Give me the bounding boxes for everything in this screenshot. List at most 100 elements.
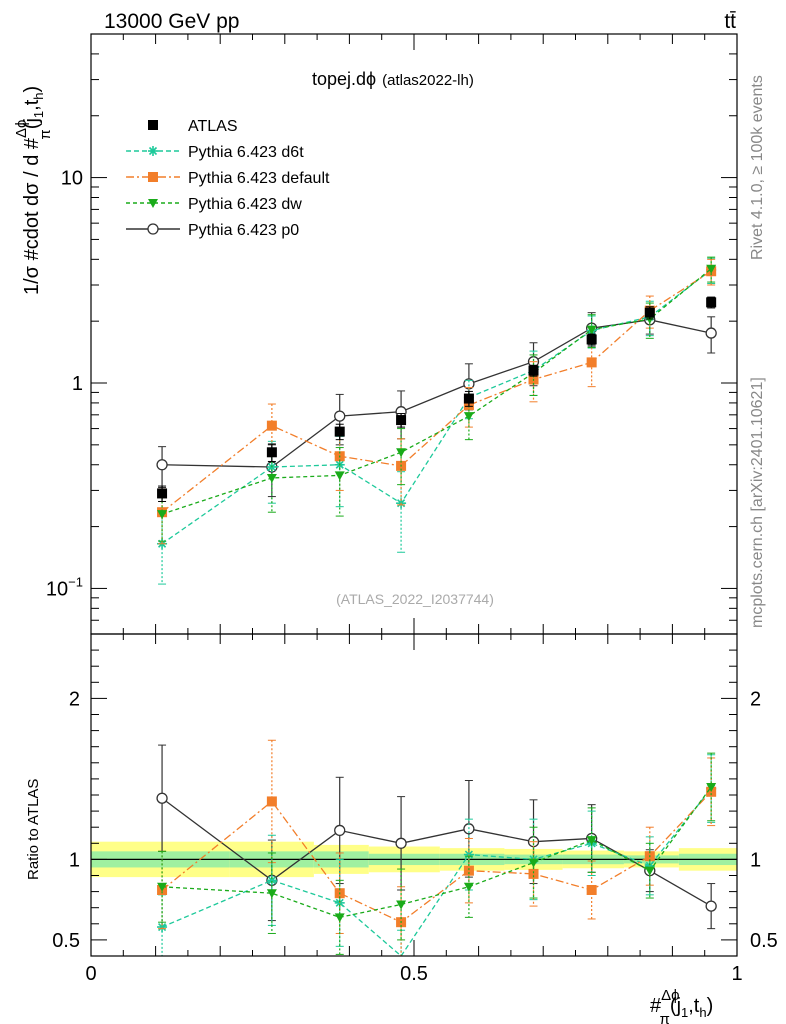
legend-marker-atlas	[148, 120, 158, 130]
series-line-d6t	[161, 269, 712, 545]
data-point-atlas	[266, 447, 277, 458]
legend-label-dw: Pythia 6.423 dw	[188, 196, 302, 213]
series-line-dw	[161, 268, 712, 515]
ratio-point-dw	[644, 866, 655, 876]
watermark: (ATLAS_2022_I2037744)	[336, 591, 494, 607]
series-default	[157, 258, 717, 545]
data-point-atlas	[463, 393, 474, 404]
series-p0	[156, 307, 717, 498]
ratio-point-dw	[586, 836, 597, 846]
data-point-p0	[705, 327, 717, 339]
legend-item-dw: Pythia 6.423 dw	[126, 196, 302, 213]
data-point-atlas	[528, 365, 539, 376]
legend-item-atlas: ATLAS	[148, 118, 238, 135]
ratio-tick-label-left: 2	[69, 688, 80, 710]
ratio-point-p0	[395, 837, 407, 849]
legend-marker-d6t-stroke	[148, 146, 158, 156]
y-tick-label: 1	[72, 373, 83, 395]
ratio-point-dw	[528, 858, 539, 868]
legend: ATLAS Pythia 6.423 d6t Pythia 6.423 defaul…	[126, 118, 330, 239]
legend-label-default: Pythia 6.423 default	[188, 170, 330, 187]
series-atlas	[157, 296, 717, 502]
site-label: mcplots.cern.ch [arXiv:2401.10621]	[749, 377, 766, 628]
ratio-point-dw	[396, 900, 407, 910]
process-label: tt̄	[724, 10, 736, 33]
ratio-point-p0	[705, 900, 717, 912]
data-point-dw	[706, 264, 717, 274]
x-tick-label: 1	[731, 963, 742, 985]
x-axis-label: #Δϕ π(j1,th)	[650, 987, 713, 1024]
data-point-atlas	[644, 307, 655, 318]
data-point-dw	[463, 412, 474, 422]
chart-subtitle: (atlas2022-lh)	[382, 72, 474, 89]
ratio-tick-label-right: 0.5	[750, 930, 778, 952]
ratio-series-p0	[156, 744, 717, 930]
ratio-line-dw	[162, 786, 712, 919]
data-point-atlas	[396, 415, 407, 426]
data-point-dw	[334, 471, 345, 481]
data-point-atlas	[334, 426, 345, 437]
ratio-point-dw	[706, 782, 717, 792]
ratio-ticks	[90, 634, 738, 956]
ratio-point-p0	[156, 792, 168, 804]
ratio-tick-label-left: 0.5	[52, 930, 80, 952]
ratio-point-d6t	[266, 875, 277, 886]
legend-marker-d6t	[148, 146, 158, 156]
series-d6t	[157, 257, 717, 585]
ratio-tick-label-right: 1	[750, 849, 761, 871]
ratio-point-default	[586, 884, 597, 895]
x-tick-label: 0	[85, 963, 96, 985]
ratio-axis-label: Ratio to ATLAS	[25, 779, 42, 880]
energy-label: 13000 GeV pp	[104, 10, 239, 33]
main-panel	[90, 33, 738, 635]
legend-item-p0: Pythia 6.423 p0	[126, 222, 299, 239]
data-point-p0	[334, 410, 346, 422]
legend-label-atlas: ATLAS	[188, 118, 238, 135]
data-point-dw	[586, 325, 597, 335]
ratio-point-default	[266, 796, 277, 807]
ratio-point-d6t-stroke	[267, 876, 276, 885]
chart-title-main: topej.dϕ	[312, 69, 376, 89]
legend-label-d6t: Pythia 6.423 d6t	[188, 144, 304, 161]
data-point-atlas	[706, 297, 717, 308]
ratio-panel	[90, 634, 738, 957]
legend-item-d6t: Pythia 6.423 d6t	[126, 144, 304, 161]
ratio-point-dw	[157, 882, 168, 892]
legend-item-default: Pythia 6.423 default	[126, 170, 330, 187]
ratio-line-default	[161, 791, 712, 923]
ratio-point-p0	[334, 824, 346, 837]
data-point-dw	[266, 473, 277, 483]
y-tick-label: 10	[61, 168, 83, 190]
ratio-point-default	[528, 868, 539, 879]
series-dw	[157, 256, 717, 542]
rivet-label: Rivet 4.1.0, ≥ 100k events	[749, 75, 766, 260]
y-axis-label: 1/σ #cdot dσ / d #Δϕ π(j1,th)	[13, 86, 54, 295]
legend-label-p0: Pythia 6.423 p0	[188, 222, 299, 239]
data-point-default	[266, 420, 277, 431]
chart-title: topej.dϕ (atlas2022-lh)	[312, 69, 474, 89]
data-point-atlas	[157, 488, 168, 499]
ratio-point-d6t-stroke	[157, 922, 167, 932]
legend-marker-dw	[148, 199, 158, 208]
ratio-point-dw	[463, 882, 474, 892]
series-line-p0	[162, 319, 712, 468]
x-tick-label: 0.5	[400, 963, 428, 985]
ratio-series-dw	[157, 752, 717, 955]
data-point-atlas	[586, 334, 597, 345]
data-point-dw	[396, 448, 407, 458]
ratio-point-dw	[266, 889, 277, 899]
ratio-tick-label-right: 2	[750, 688, 761, 710]
data-point-dw	[157, 510, 168, 520]
ratio-point-default	[463, 865, 474, 876]
data-point-p0	[156, 459, 168, 471]
legend-marker-p0	[147, 223, 159, 235]
ratio-point-dw	[334, 913, 345, 923]
legend-marker-default	[148, 172, 158, 182]
y-tick-label: 10−1	[46, 574, 83, 600]
series-line-default	[161, 270, 712, 513]
ratio-tick-label-left: 1	[69, 849, 80, 871]
ratio-frame	[90, 633, 738, 957]
main-ticks	[90, 33, 738, 635]
data-point-default	[586, 357, 597, 368]
